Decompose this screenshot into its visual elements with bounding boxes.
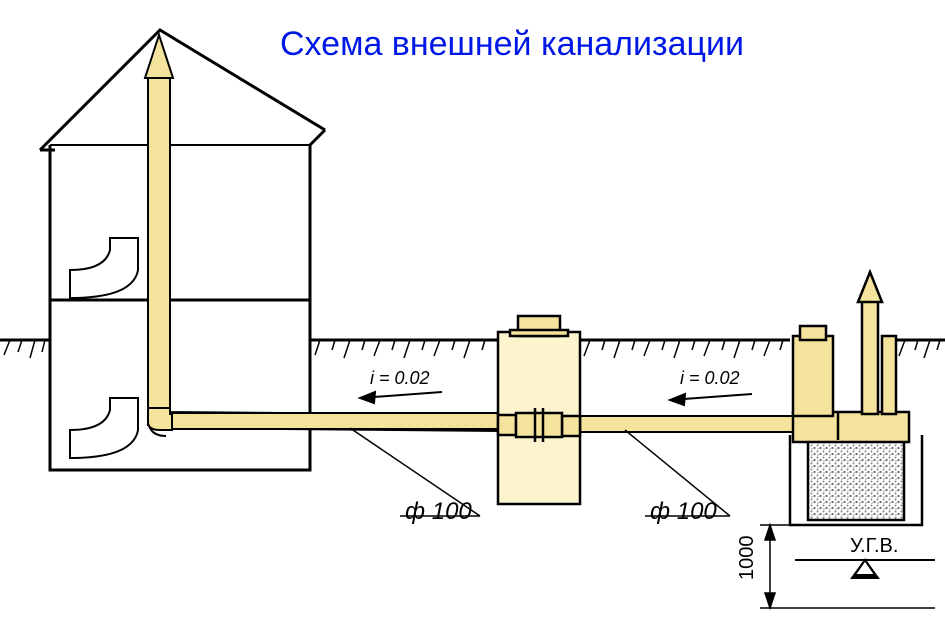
water-table-marker xyxy=(795,560,935,578)
sewer-diagram xyxy=(0,0,945,626)
main-pipe xyxy=(148,410,793,432)
toilet-upper xyxy=(70,238,138,298)
slope-arrow-2 xyxy=(670,394,752,405)
slope-label-2: i = 0.02 xyxy=(680,368,740,389)
phi-label-2: ф 100 xyxy=(650,498,717,526)
diagram-title: Схема внешней канализации xyxy=(280,25,744,64)
phi-label-1: ф 100 xyxy=(405,498,472,526)
ugv-label: У.Г.В. xyxy=(850,535,898,558)
septic-pit xyxy=(790,272,922,525)
dim-1000-label: 1000 xyxy=(736,536,759,581)
pipe-elbow xyxy=(148,408,172,430)
manhole xyxy=(498,316,580,504)
vent-pipe xyxy=(145,35,173,436)
toilet-lower xyxy=(70,398,138,458)
slope-arrow-1 xyxy=(360,392,442,403)
house xyxy=(40,30,325,470)
slope-label-1: i = 0.02 xyxy=(370,368,430,389)
dim-1000 xyxy=(760,525,935,608)
